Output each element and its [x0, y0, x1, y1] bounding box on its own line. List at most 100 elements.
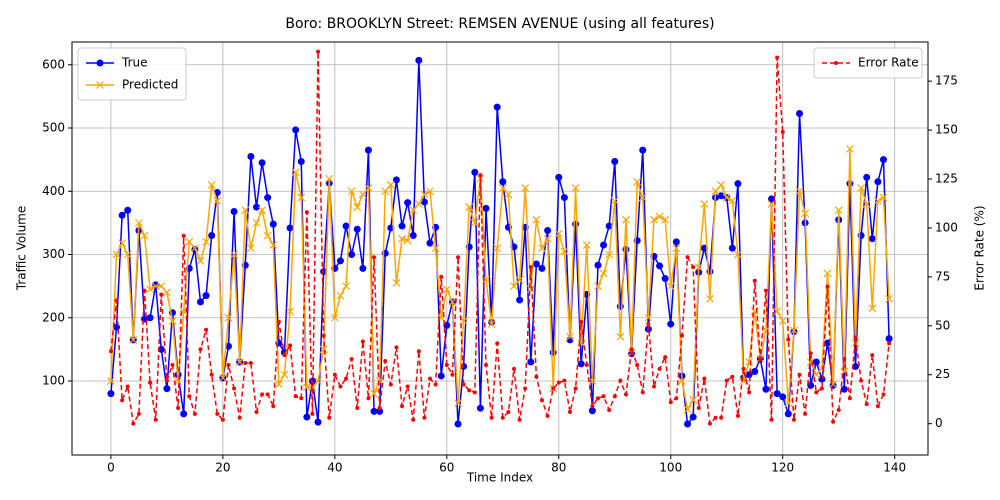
point: [663, 355, 668, 360]
point: [209, 372, 214, 377]
point: [108, 349, 113, 354]
y2-tick-label: 0: [935, 416, 943, 430]
point: [859, 378, 864, 383]
point: [812, 358, 820, 366]
point: [528, 265, 533, 270]
point: [353, 203, 362, 211]
point: [376, 407, 384, 415]
point: [784, 410, 792, 418]
point: [414, 199, 423, 208]
point: [819, 386, 824, 391]
point: [543, 234, 552, 243]
point: [471, 168, 479, 176]
point: [495, 341, 500, 346]
point: [674, 396, 679, 401]
point: [353, 225, 361, 233]
point: [818, 375, 826, 383]
point: [246, 244, 255, 253]
point: [539, 398, 544, 403]
point: [538, 244, 546, 253]
point: [745, 358, 754, 366]
point: [730, 374, 735, 379]
y-tick-label: 600: [42, 57, 65, 71]
point: [758, 357, 763, 362]
chart-title: Boro: BROOKLYN Street: REMSEN AVENUE (us…: [285, 16, 714, 32]
point: [297, 193, 306, 202]
point: [707, 421, 712, 426]
point: [836, 407, 841, 412]
point: [370, 389, 378, 398]
point: [768, 195, 776, 203]
point: [280, 370, 289, 379]
point: [478, 173, 483, 178]
point: [342, 282, 350, 291]
legend-marker: [96, 59, 104, 67]
point: [460, 362, 468, 370]
point: [579, 319, 584, 324]
point: [377, 406, 382, 411]
point: [409, 206, 418, 215]
point: [431, 244, 440, 253]
point: [129, 335, 138, 344]
y-tick-label: 400: [42, 184, 65, 198]
point: [420, 198, 428, 206]
point: [392, 176, 400, 184]
point: [123, 250, 132, 259]
point: [831, 419, 836, 424]
point: [635, 362, 640, 367]
point: [338, 384, 343, 389]
point: [258, 206, 266, 215]
point: [358, 190, 367, 199]
point: [584, 362, 589, 367]
point: [588, 407, 596, 415]
point: [394, 345, 399, 350]
point: [316, 49, 321, 54]
point: [107, 390, 115, 398]
point: [717, 181, 726, 189]
point: [622, 215, 630, 224]
point: [118, 239, 127, 248]
point: [588, 377, 597, 385]
point: [327, 415, 332, 420]
point: [571, 184, 580, 193]
point: [422, 415, 427, 420]
point: [719, 415, 724, 420]
y2-tick-label: 50: [935, 318, 950, 332]
point: [403, 236, 412, 245]
point: [762, 385, 770, 393]
point: [297, 158, 305, 166]
point: [304, 210, 309, 215]
point: [348, 251, 356, 259]
point: [400, 404, 405, 409]
point: [180, 410, 188, 418]
point: [555, 173, 563, 181]
legend-box: [813, 47, 923, 79]
point: [162, 288, 171, 297]
point: [685, 255, 690, 260]
point: [600, 241, 608, 249]
point: [667, 320, 675, 328]
point: [454, 399, 462, 408]
point: [349, 357, 354, 362]
point: [684, 420, 692, 428]
point: [527, 358, 535, 366]
series: [108, 49, 892, 426]
point: [286, 224, 294, 232]
point: [572, 220, 580, 228]
point: [745, 371, 753, 379]
point: [706, 294, 714, 303]
point: [330, 313, 339, 322]
y-tick-label: 300: [42, 247, 65, 261]
point: [700, 199, 709, 208]
point: [252, 203, 260, 211]
point: [112, 250, 121, 259]
point: [293, 394, 298, 399]
point: [612, 394, 617, 399]
point: [196, 256, 205, 265]
point: [605, 222, 613, 230]
series: [106, 144, 894, 414]
point: [118, 211, 126, 219]
point: [713, 415, 718, 420]
point: [577, 360, 585, 368]
point: [355, 406, 360, 411]
